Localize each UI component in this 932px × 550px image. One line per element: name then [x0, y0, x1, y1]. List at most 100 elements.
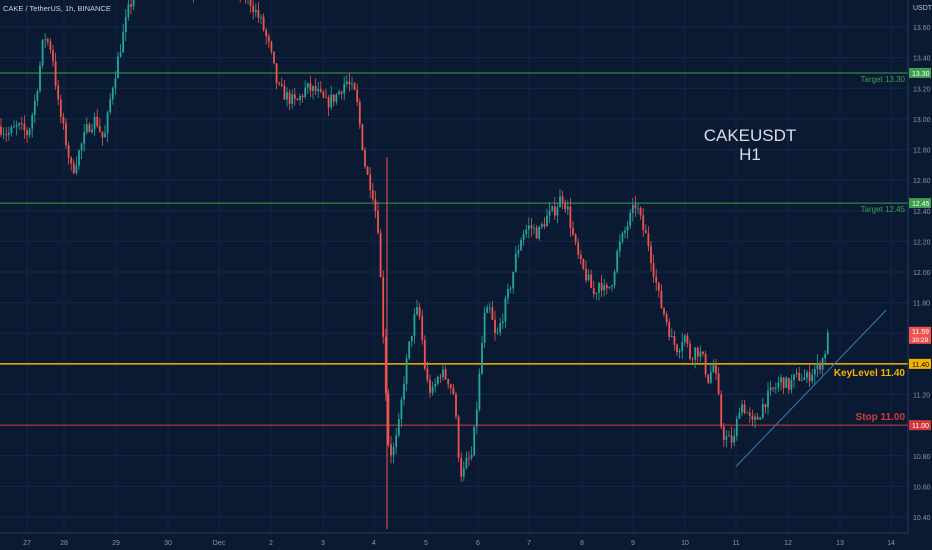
candle-body [548, 210, 551, 216]
candle-body [369, 174, 372, 191]
candle-body [733, 435, 736, 443]
candle-body [257, 9, 260, 18]
candle-body [715, 365, 717, 374]
candle-body [20, 123, 23, 125]
candle-body [418, 307, 421, 317]
candle-body [457, 416, 460, 458]
level-label: KeyLevel 11.40 [834, 368, 906, 379]
candle-body [44, 39, 47, 40]
candle-body [426, 368, 429, 380]
candle-body [670, 335, 673, 337]
y-tick-label: 12.00 [913, 270, 931, 277]
candle-body [512, 271, 515, 289]
candle-body [52, 49, 54, 62]
candle-body [678, 350, 681, 353]
candle-body [267, 36, 270, 42]
candle-body [793, 374, 795, 381]
candle-body [265, 30, 268, 37]
candle-body [621, 232, 624, 242]
candle-body [322, 91, 325, 98]
candle-body [41, 39, 44, 66]
candle-body [546, 215, 548, 227]
candle-body [538, 226, 541, 239]
candle-body [387, 393, 390, 445]
candle-body [72, 163, 75, 174]
candle-body [644, 229, 647, 234]
candle-body [460, 457, 463, 477]
candle-body [475, 409, 478, 427]
candle-body [275, 63, 278, 83]
candle-body [795, 372, 798, 375]
candle-body [689, 343, 691, 359]
candle-body [314, 86, 317, 92]
candle-body [652, 263, 655, 277]
candle-body [455, 394, 457, 417]
candle-body [657, 282, 660, 291]
candle-body [291, 94, 294, 104]
candle-body [114, 78, 117, 89]
candle-body [787, 377, 790, 390]
y-tick-label: 10.60 [913, 484, 931, 491]
candle-body [436, 376, 439, 384]
candle-body [501, 321, 504, 324]
candle-body [319, 88, 322, 92]
candle-body [603, 285, 606, 291]
y-tick-label: 12.60 [913, 178, 931, 185]
candle-body [618, 241, 621, 251]
candle-body [777, 382, 780, 388]
candle-body [28, 128, 31, 136]
candle-body [574, 234, 577, 243]
candle-body [13, 126, 15, 128]
candle-body [423, 339, 426, 369]
symbol-header: CAKE / TetherUS, 1h, BINANCE [3, 4, 111, 13]
candle-body [0, 126, 2, 135]
last-price-value: 11.59 [912, 329, 929, 336]
candle-body [462, 468, 465, 477]
candle-body [821, 358, 824, 370]
candle-body [798, 372, 801, 381]
candles [0, 0, 829, 483]
candle-body [96, 116, 99, 126]
candle-body [252, 5, 255, 13]
candle-body [434, 383, 437, 387]
candle-body [748, 412, 751, 416]
candle-body [353, 83, 356, 90]
y-tick-label: 11.80 [913, 301, 930, 308]
candle-body [91, 129, 93, 132]
y-tick-label: 13.00 [913, 117, 931, 124]
x-tick-label: 11 [732, 540, 739, 547]
candle-body [673, 335, 676, 345]
candle-body [509, 288, 512, 290]
candle-body [83, 132, 86, 144]
candle-body [403, 383, 405, 400]
candle-body [119, 52, 122, 57]
candle-body [803, 377, 806, 380]
candle-body [702, 351, 704, 354]
candle-body [306, 83, 309, 88]
candle-body [117, 56, 119, 79]
y-tick-label: 12.40 [913, 209, 931, 216]
candle-body [761, 404, 764, 418]
candle-body [65, 123, 67, 146]
x-tick-label: 14 [887, 540, 895, 547]
candle-body [676, 344, 678, 353]
candle-body [124, 16, 127, 33]
candle-body [642, 215, 645, 230]
candle-body [93, 116, 96, 130]
candle-body [665, 314, 668, 323]
candle-body [340, 91, 343, 94]
y-tick-label: 13.40 [913, 56, 931, 63]
candle-body [566, 206, 569, 210]
x-tick-label: 8 [580, 540, 584, 547]
candle-body [10, 127, 13, 133]
candle-body [421, 316, 424, 340]
candle-body [717, 373, 720, 395]
candle-body [730, 435, 733, 443]
candle-body [540, 224, 543, 227]
chart-title: CAKEUSDT [704, 126, 797, 145]
candle-body [587, 274, 590, 281]
candle-body [7, 132, 10, 135]
candle-body [494, 319, 496, 333]
